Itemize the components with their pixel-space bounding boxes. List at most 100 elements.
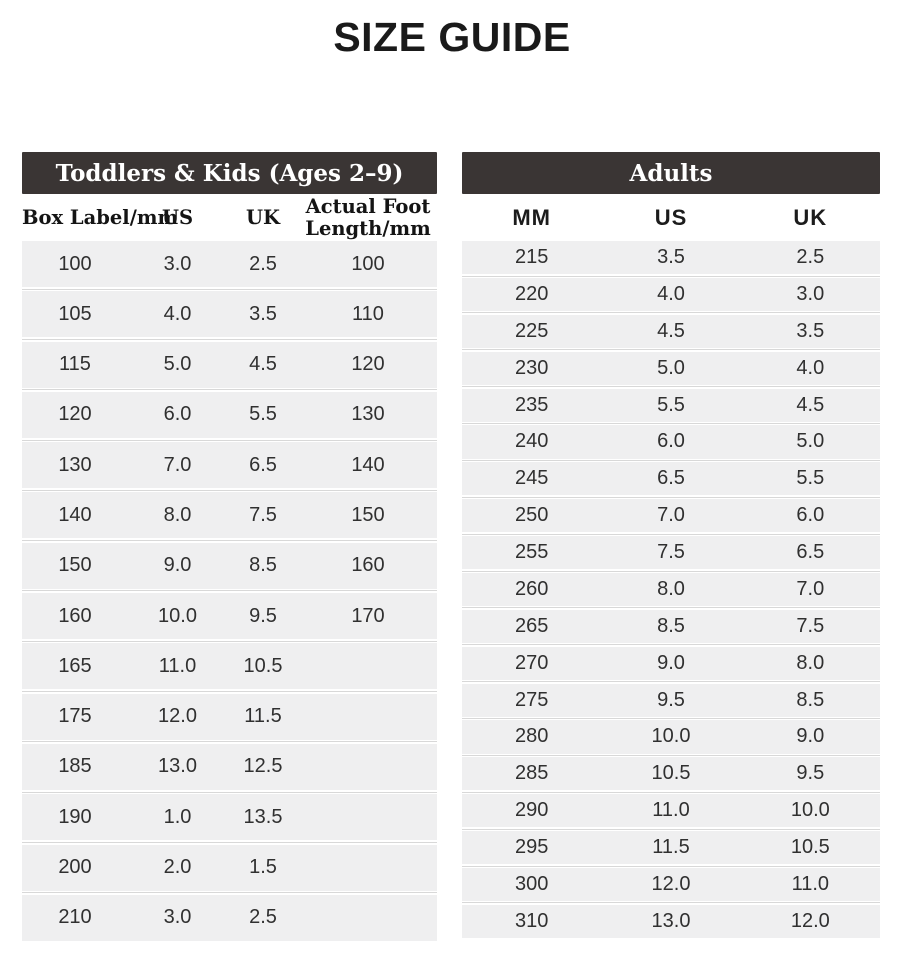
cell: 150 [351,503,385,526]
cell: 4.5 [657,319,685,342]
cell: 230 [514,356,549,379]
cell: 170 [351,604,385,627]
kids-size-table: Toddlers & Kids (Ages 2–9) Box Label/mm U… [22,152,437,941]
cell: 11.0 [791,872,830,895]
table-row: 175 12.0 11.5 [22,691,437,740]
table-row: 240 6.0 5.0 [462,423,880,459]
cell: 8.0 [796,651,825,674]
table-row: 265 8.5 7.5 [462,607,880,643]
cell: 100 [351,252,385,275]
cell: 260 [514,577,549,600]
cell: 225 [514,319,549,342]
cell: 255 [514,541,549,564]
cell: 11.0 [158,654,197,677]
kids-table-column-headers: Box Label/mm US UK Actual Foot Length/mm [22,194,437,241]
cell: 9.5 [249,604,277,627]
column-header: MM [512,204,551,230]
cell: 215 [514,246,549,269]
cell: 3.5 [657,246,685,269]
table-row: 210 3.0 2.5 [22,892,437,941]
cell: 4.0 [796,356,825,379]
cell: 140 [58,503,92,526]
cell: 5.5 [796,467,825,490]
cell: 2.5 [249,252,277,275]
table-row: 150 9.0 8.5 160 [22,540,437,589]
cell: 10.0 [651,725,691,748]
cell: 12.5 [243,755,283,778]
cell: 10.5 [651,762,691,785]
cell: 275 [514,688,549,711]
kids-table-rows: 100 3.0 2.5 100 105 4.0 3.5 110 115 5.0 4.5 120 120 6… [22,241,437,941]
column-header: Box Label/mm [22,205,179,229]
cell: 7.5 [796,614,825,637]
cell: 3.5 [796,319,825,342]
cell: 310 [514,909,549,932]
cell: 8.5 [796,688,825,711]
cell: 6.5 [249,453,277,476]
cell: 9.5 [657,688,685,711]
cell: 1.0 [163,805,192,828]
cell: 200 [58,856,92,879]
cell: 6.5 [657,467,685,490]
cell: 5.0 [796,430,825,453]
cell: 150 [58,554,92,577]
cell: 1.5 [249,856,277,879]
column-header: UK [793,204,828,230]
cell: 6.0 [163,403,192,426]
cell: 130 [351,403,385,426]
cell: 5.5 [249,403,277,426]
table-row: 140 8.0 7.5 150 [22,489,437,539]
cell: 11.5 [652,836,690,859]
cell: 300 [514,872,549,895]
adults-table-column-headers: MM US UK [462,194,880,241]
column-header: US [654,204,688,230]
table-row: 220 4.0 3.0 [462,275,880,312]
cell: 3.0 [163,252,192,275]
cell: 265 [514,614,549,637]
cell: 7.0 [657,504,685,527]
cell: 4.0 [163,302,192,325]
table-row: 230 5.0 4.0 [462,349,880,385]
cell: 220 [514,282,549,305]
column-header: US [161,205,194,229]
cell: 105 [58,302,92,325]
cell: 6.0 [796,504,825,527]
cell: 3.5 [249,302,277,325]
cell: 285 [514,762,549,785]
table-row: 295 11.5 10.5 [462,828,880,865]
table-row: 185 13.0 12.5 [22,741,437,790]
table-row: 270 9.0 8.0 [462,644,880,680]
adults-size-table: Adults MM US UK 215 3.5 2.5 220 4.0 3.0 225 4.5 3.… [462,152,880,938]
cell: 9.0 [163,554,192,577]
table-row: 255 7.5 6.5 [462,533,880,570]
cell: 7.0 [163,453,192,476]
cell: 8.0 [163,503,192,526]
kids-table-title-bar: Toddlers & Kids (Ages 2–9) [22,152,437,194]
cell: 280 [514,725,549,748]
table-row: 215 3.5 2.5 [462,241,880,275]
cell: 10.0 [790,799,830,822]
table-row: 245 6.5 5.5 [462,459,880,496]
cell: 3.0 [796,282,825,305]
cell: 4.5 [796,393,825,416]
cell: 12.0 [790,909,830,932]
adults-table-title-bar: Adults [462,152,880,194]
cell: 6.0 [657,430,685,453]
cell: 12.0 [651,872,691,895]
cell: 4.5 [249,353,277,376]
cell: 175 [58,705,92,728]
cell: 7.5 [657,541,685,564]
cell: 11.0 [652,799,690,822]
table-row: 100 3.0 2.5 100 [22,241,437,287]
cell: 120 [351,353,385,376]
cell: 2.5 [796,246,825,269]
cell: 110 [352,302,384,325]
cell: 165 [58,654,92,677]
cell: 6.5 [796,541,825,564]
cell: 8.0 [657,577,685,600]
table-row: 280 10.0 9.0 [462,718,880,754]
table-row: 300 12.0 11.0 [462,865,880,902]
cell: 240 [514,430,549,453]
cell: 10.5 [243,654,283,677]
cell: 160 [58,604,92,627]
